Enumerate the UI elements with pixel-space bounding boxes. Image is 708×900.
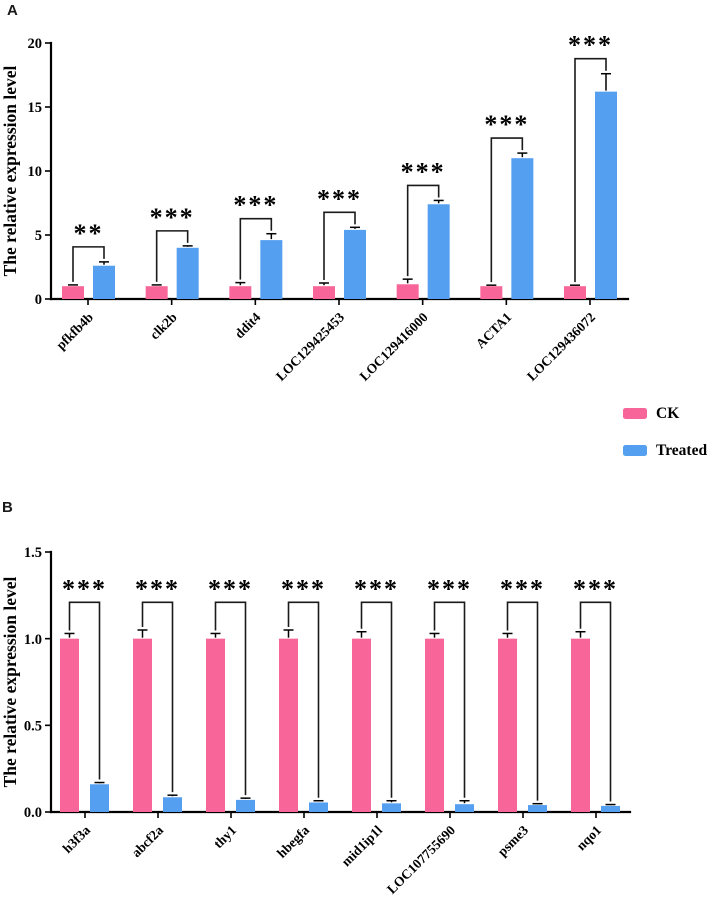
ck-color-swatch xyxy=(623,408,647,420)
bar-treated xyxy=(163,797,182,812)
bar-ck xyxy=(206,638,225,812)
significance-bracket xyxy=(433,601,466,798)
significance-stars: *** xyxy=(427,574,472,603)
bar-treated xyxy=(528,805,547,812)
bar-treated xyxy=(236,799,255,812)
significance-bracket xyxy=(72,246,105,282)
y-axis-title: The relative expression level xyxy=(0,65,20,276)
y-tick-label: 1.0 xyxy=(24,632,42,648)
bar-ck xyxy=(352,638,371,812)
bar-treated xyxy=(309,802,328,812)
significance-stars: *** xyxy=(281,574,326,603)
x-category-label: thy1 xyxy=(210,822,239,851)
y-tick-label: 1.5 xyxy=(24,545,42,561)
bar-treated xyxy=(260,240,283,299)
bar-ck xyxy=(62,286,84,299)
x-category-label: ACTA1 xyxy=(473,309,515,351)
panel-a-chart: 0 5 10 15 20 The relative expression level pfk… xyxy=(0,31,630,384)
significance-bracket xyxy=(214,601,247,796)
significance-stars: *** xyxy=(484,110,529,139)
y-tick-label: 15 xyxy=(28,100,43,116)
significance-stars: *** xyxy=(568,31,613,60)
bar-ck xyxy=(133,638,152,812)
significance-bracket xyxy=(506,601,539,801)
significance-stars: *** xyxy=(150,203,195,232)
significance-stars: *** xyxy=(233,191,278,220)
bar-ck xyxy=(145,286,168,299)
significance-stars: *** xyxy=(500,574,545,603)
significance-bracket xyxy=(490,137,524,283)
y-tick-label: 5 xyxy=(35,228,42,244)
significance-bracket xyxy=(574,57,607,283)
x-category-label: abcf2a xyxy=(128,822,166,860)
significance-stars: *** xyxy=(208,574,253,603)
significance-stars: *** xyxy=(573,574,618,603)
bar-treated xyxy=(93,265,115,299)
legend-item-treated: Treated xyxy=(623,441,708,459)
significance-stars: *** xyxy=(401,157,446,186)
x-category-label: LOC129425453 xyxy=(273,309,347,383)
significance-stars: ** xyxy=(74,219,104,248)
significance-bracket xyxy=(579,601,612,802)
bar-ck xyxy=(60,638,79,812)
x-category-label: ddit4 xyxy=(232,309,264,341)
significance-bracket xyxy=(360,601,393,798)
bar-ck xyxy=(313,286,335,299)
panel-a-letter: A xyxy=(7,2,18,19)
significance-bracket xyxy=(323,211,356,280)
bar-treated xyxy=(455,804,474,812)
treated-color-swatch xyxy=(623,444,647,456)
legend-item-ck: CK xyxy=(623,406,707,422)
x-category-label: pfkfb4b xyxy=(53,310,96,353)
bar-treated xyxy=(344,229,366,299)
x-category-label: psme3 xyxy=(495,822,532,859)
legend-label-ck: CK xyxy=(656,405,680,422)
bar-treated xyxy=(176,247,199,299)
y-tick-label: 20 xyxy=(28,36,43,52)
significance-bracket xyxy=(141,601,174,793)
bar-ck xyxy=(564,286,586,299)
legend-label-treated: Treated xyxy=(656,441,708,459)
bar-ck xyxy=(480,286,503,299)
x-category-label: LOC129416000 xyxy=(357,309,431,383)
significance-bracket xyxy=(406,184,440,277)
x-category-label: LOC107755690 xyxy=(384,822,458,896)
significance-stars: *** xyxy=(317,184,362,213)
x-category-label: mid1ip1l xyxy=(338,822,385,869)
bar-ck xyxy=(229,286,252,299)
significance-stars: *** xyxy=(62,574,107,603)
significance-bracket xyxy=(239,217,273,280)
x-category-label: LOC129436072 xyxy=(524,309,598,383)
y-axis-title: The relative expression level xyxy=(0,576,20,787)
bar-ck xyxy=(396,284,419,299)
panel-b-letter: B xyxy=(2,499,13,516)
x-category-label: hbegfa xyxy=(274,822,312,860)
bar-treated xyxy=(511,158,534,299)
x-category-label: clk2b xyxy=(147,310,180,343)
bar-treated xyxy=(427,204,450,299)
significance-bracket xyxy=(287,601,320,798)
significance-bracket xyxy=(155,230,189,282)
chart-legend: CK Treated xyxy=(623,406,707,479)
bar-ck xyxy=(571,638,590,812)
significance-stars: *** xyxy=(135,574,180,603)
x-category-label: nqo1 xyxy=(573,822,604,853)
bar-treated xyxy=(595,91,617,299)
y-tick-label: 10 xyxy=(28,164,43,180)
bar-ck xyxy=(279,638,298,812)
y-tick-label: 0 xyxy=(35,292,42,308)
y-tick-label: 0.0 xyxy=(24,805,42,821)
significance-bracket xyxy=(68,601,101,780)
bar-ck xyxy=(498,638,517,812)
x-category-label: h3f3a xyxy=(60,822,94,856)
bar-ck xyxy=(425,638,444,812)
bar-treated xyxy=(90,784,109,812)
bar-treated xyxy=(382,803,401,812)
bar-treated xyxy=(601,805,620,812)
significance-stars: *** xyxy=(354,574,399,603)
y-tick-label: 0.5 xyxy=(24,719,42,735)
